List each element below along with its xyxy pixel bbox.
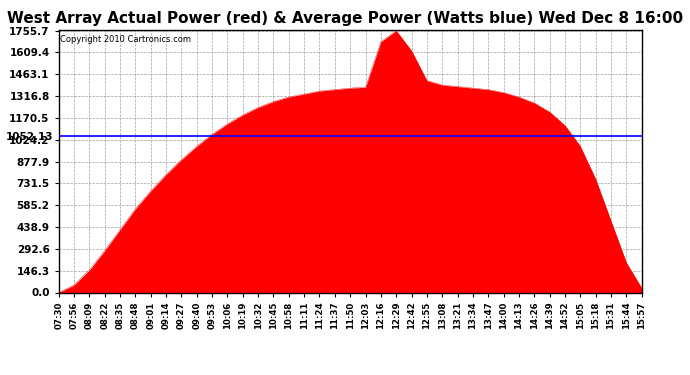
- Text: West Array Actual Power (red) & Average Power (Watts blue) Wed Dec 8 16:00: West Array Actual Power (red) & Average …: [7, 11, 683, 26]
- Text: Copyright 2010 Cartronics.com: Copyright 2010 Cartronics.com: [60, 35, 191, 44]
